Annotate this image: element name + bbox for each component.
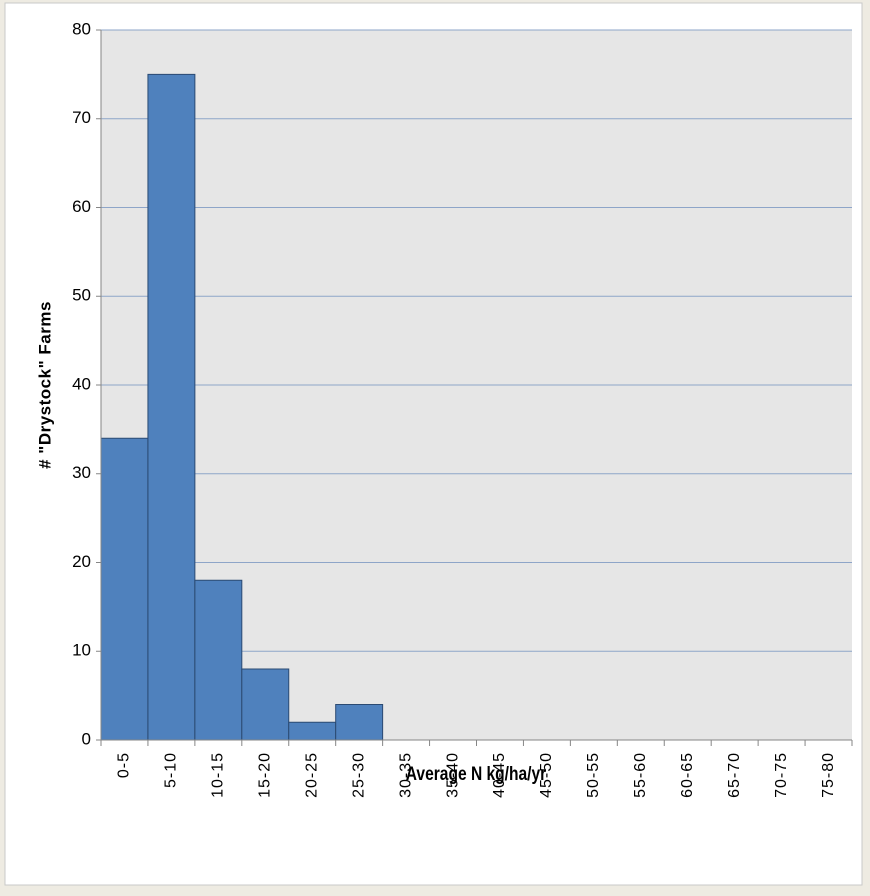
- y-tick-label: 30: [72, 463, 91, 482]
- x-tick-label: 75-80: [820, 752, 837, 798]
- x-tick-label: 0-5: [116, 752, 133, 778]
- x-axis-title: Average N kg/ha/yr: [406, 763, 547, 785]
- bar: [288, 721, 337, 741]
- x-tick-label: 30-35: [397, 752, 414, 798]
- x-tick-label: 40-45: [491, 752, 508, 798]
- bar: [241, 668, 290, 741]
- bar: [100, 437, 149, 741]
- x-tick-label: 65-70: [726, 752, 743, 798]
- y-axis-title: # "Drystock" Farms: [35, 301, 54, 469]
- y-tick-label: 60: [72, 197, 91, 216]
- x-tick-label: 5-10: [163, 752, 180, 788]
- y-tick-label: 40: [72, 374, 91, 393]
- y-tick-label: 70: [72, 108, 91, 127]
- x-tick-label: 25-30: [350, 752, 367, 798]
- x-tick-label: 60-65: [679, 752, 696, 798]
- y-tick-label: 20: [72, 552, 91, 571]
- x-tick-label: 35-40: [444, 752, 461, 798]
- bar: [147, 73, 196, 741]
- y-tick-label: 80: [72, 19, 91, 38]
- x-tick-label: 70-75: [773, 752, 790, 798]
- x-tick-label: 10-15: [210, 752, 227, 798]
- x-tick-label: 50-55: [585, 752, 602, 798]
- bar: [194, 579, 243, 741]
- x-tick-label: 15-20: [257, 752, 274, 798]
- y-tick-label: 50: [72, 286, 91, 305]
- x-tick-label: 20-25: [303, 752, 320, 798]
- y-tick-label: 10: [72, 641, 91, 660]
- x-tick-label: 45-50: [538, 752, 555, 798]
- x-tick-label: 55-60: [632, 752, 649, 798]
- bar: [335, 704, 384, 741]
- y-tick-label: 0: [82, 729, 91, 748]
